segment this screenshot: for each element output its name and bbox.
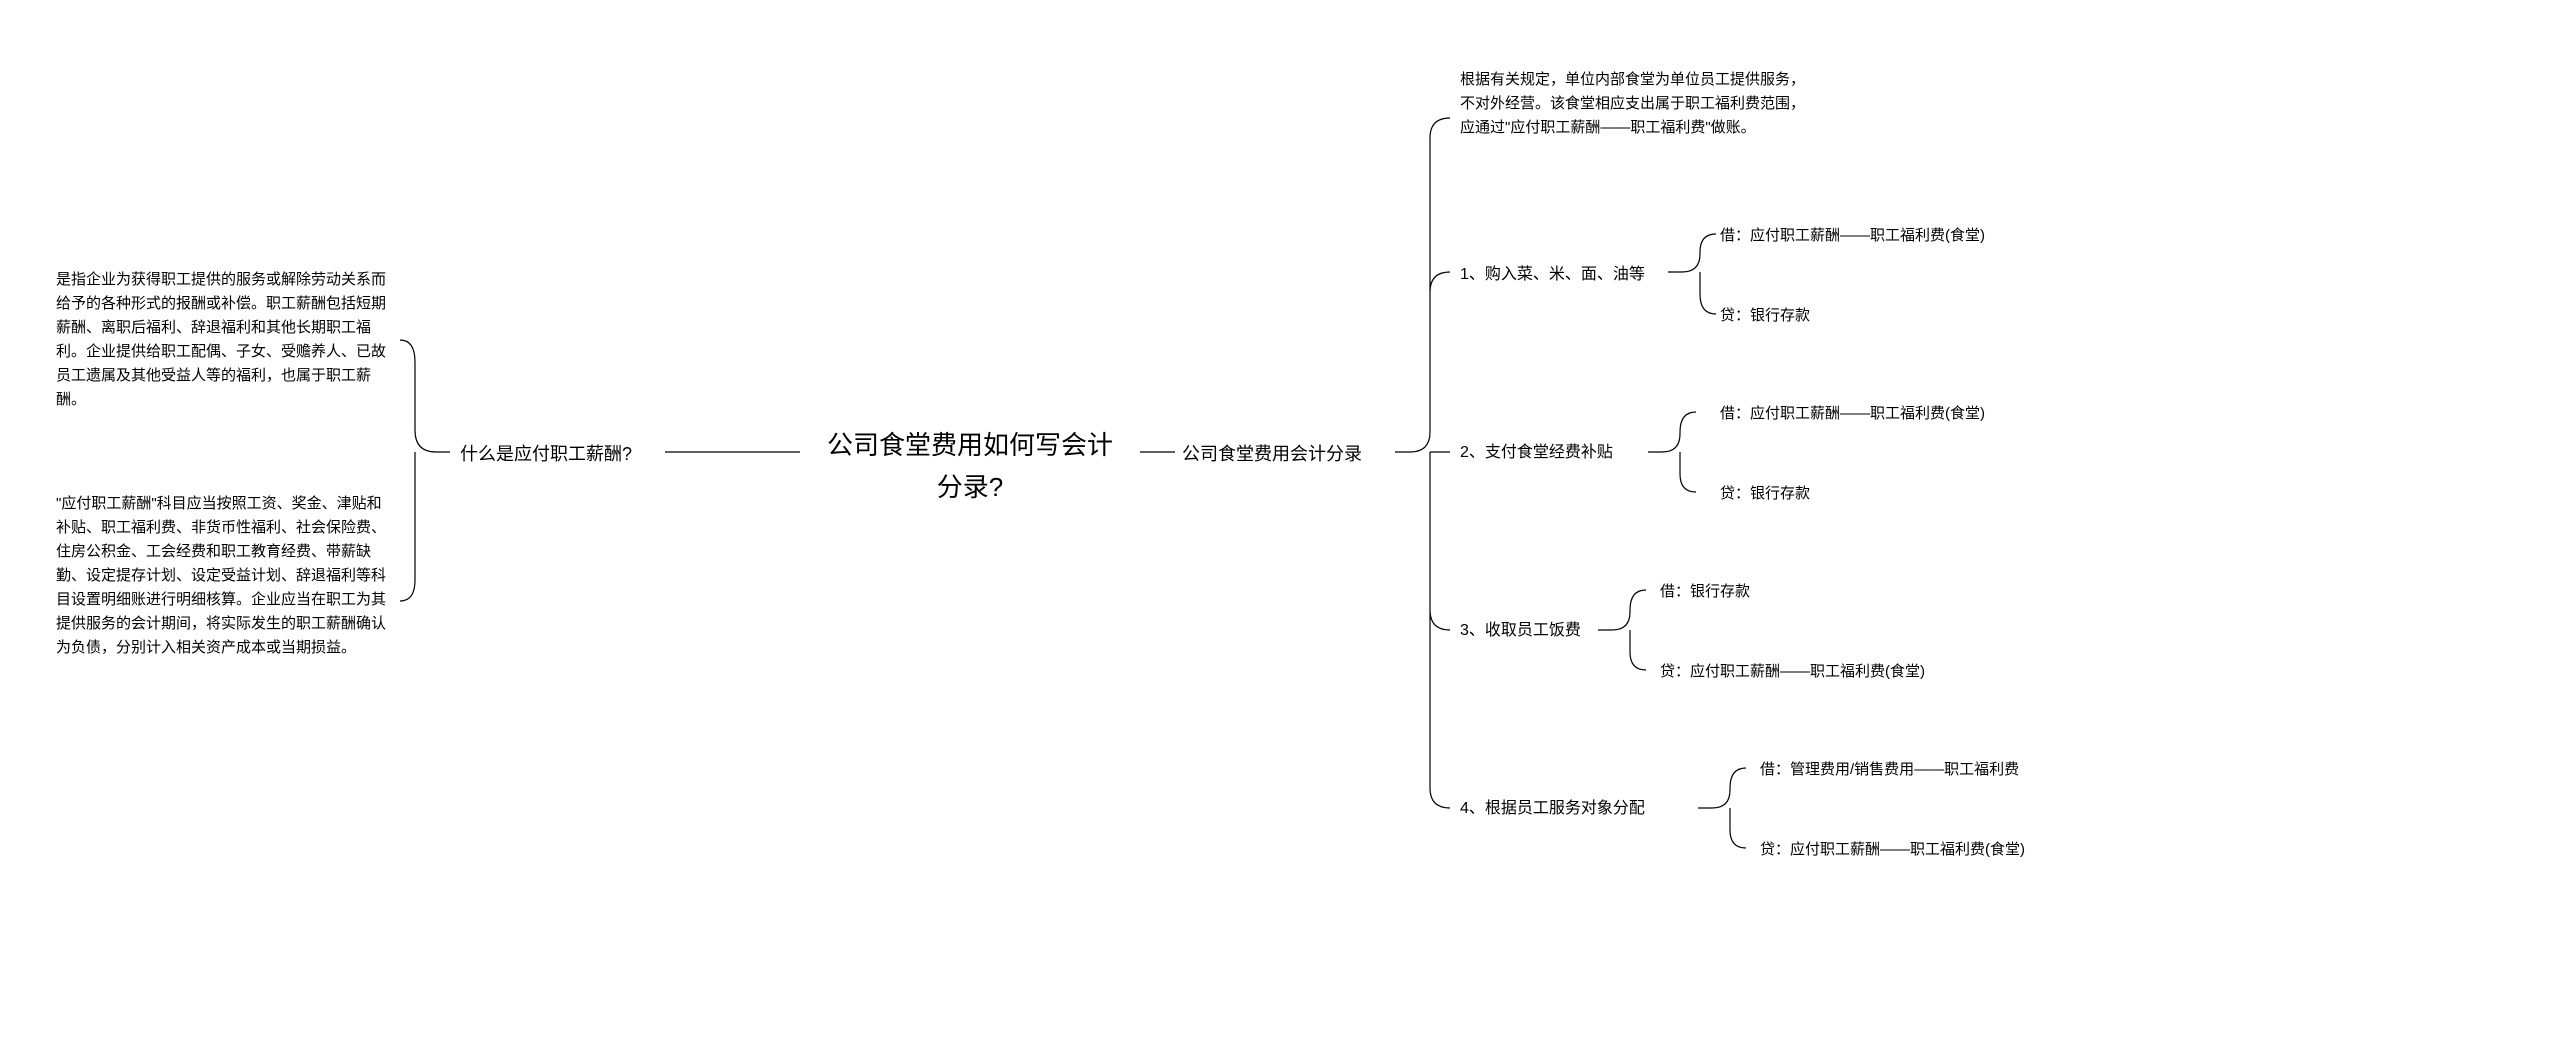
entry1-label: 1、购入菜、米、面、油等 [1460,262,1645,288]
entry1-debit: 借：应付职工薪酬——职工福利费(食堂) [1720,224,1985,248]
entry4-label: 4、根据员工服务对象分配 [1460,796,1645,822]
entry2-label: 2、支付食堂经费补贴 [1460,440,1613,466]
left-leaf2: "应付职工薪酬"科目应当按照工资、奖金、津贴和补贴、职工福利费、非货币性福利、社… [56,492,396,660]
center-line1: 公司食堂费用如何写会计 [810,425,1130,467]
center-node: 公司食堂费用如何写会计 分录? [810,425,1130,508]
entry2-debit: 借：应付职工薪酬——职工福利费(食堂) [1720,402,1985,426]
right-branch: 公司食堂费用会计分录 [1182,440,1362,469]
entry4-credit: 贷：应付职工薪酬——职工福利费(食堂) [1760,838,2025,862]
entry3-debit: 借：银行存款 [1660,580,1750,604]
left-leaf1: 是指企业为获得职工提供的服务或解除劳动关系而给予的各种形式的报酬或补偿。职工薪酬… [56,268,396,412]
entry3-credit: 贷：应付职工薪酬——职工福利费(食堂) [1660,660,1925,684]
entry2-credit: 贷：银行存款 [1720,482,1810,506]
left-branch: 什么是应付职工薪酬? [460,440,632,469]
entry4-debit: 借：管理费用/销售费用——职工福利费 [1760,758,2019,782]
entry3-label: 3、收取员工饭费 [1460,618,1581,644]
entry1-credit: 贷：银行存款 [1720,304,1810,328]
center-line2: 分录? [810,467,1130,509]
right-intro: 根据有关规定，单位内部食堂为单位员工提供服务，不对外经营。该食堂相应支出属于职工… [1460,68,1810,140]
